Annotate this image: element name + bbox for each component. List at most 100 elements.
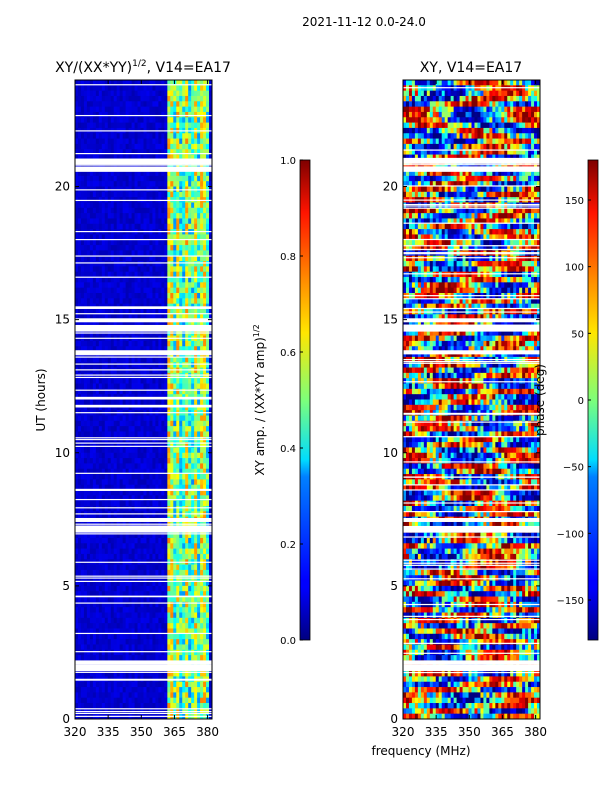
heatmap-cell [137,202,141,209]
heatmap-cell [161,431,165,438]
heatmap-cell [176,633,180,640]
heatmap-cell [146,585,150,592]
heatmap-cell [149,617,153,624]
heatmap-cell [173,293,177,299]
heatmap-cell [113,490,118,496]
heatmap-cell [122,537,127,544]
heatmap-cell [206,452,210,459]
heatmap-cell [92,218,97,225]
heatmap-cell [98,639,103,645]
heatmap-cell [131,639,135,645]
heatmap-cell [167,506,171,512]
heatmap-cell [179,239,183,246]
heatmap-cell [77,388,82,395]
heatmap-cell [197,250,201,257]
heatmap-cell [86,181,91,187]
heatmap-cell [158,122,162,129]
heatmap-cell [83,261,88,267]
heatmap-cell [149,287,153,294]
heatmap-cell [77,143,82,150]
heatmap-cell [194,80,198,86]
heatmap-cell [161,447,165,454]
heatmap-cell [176,612,180,619]
heatmap-cell [161,633,165,640]
heatmap-cell [101,548,106,555]
heatmap-cell [134,85,138,92]
heatmap-cell [209,553,212,560]
heatmap-cell [176,506,180,512]
heatmap-cell [92,202,97,209]
heatmap-cell [155,399,159,406]
heatmap-cell [203,452,207,459]
heatmap-cell [131,633,135,640]
heatmap-cell [188,282,192,289]
heatmap-cell [173,628,177,635]
heatmap-cell [200,154,204,161]
heatmap-cell [161,521,165,528]
heatmap-cell [131,277,135,283]
heatmap-cell [152,282,156,289]
heatmap-cell [86,138,91,145]
heatmap-cell [83,628,88,635]
heatmap-cell [80,404,85,411]
heatmap-cell [155,319,159,326]
heatmap-cell [188,271,192,278]
heatmap-cell [125,404,130,411]
heatmap-cell [161,612,165,619]
heatmap-cell [209,431,212,438]
heatmap-cell [188,639,192,645]
heatmap-cell [101,356,106,363]
heatmap-cell [173,234,177,241]
heatmap-cell [119,207,124,214]
heatmap-cell [179,175,183,182]
heatmap-cell [143,548,147,555]
heatmap-cell [137,154,141,161]
heatmap-cell [197,293,201,299]
heatmap-cell [185,154,189,161]
heatmap-cell [104,490,109,496]
heatmap-cell [158,106,162,113]
heatmap-cell [209,479,212,486]
heatmap-cell [122,484,127,491]
heatmap-cell [125,95,130,102]
heatmap-cell [107,149,112,155]
heatmap-cell [191,277,195,283]
heatmap-cell [185,383,189,390]
heatmap-cell [77,585,82,592]
heatmap-cell [92,639,97,645]
heatmap-cell [209,612,212,619]
heatmap-cell [77,277,82,283]
heatmap-cell [98,500,103,507]
heatmap-cell [143,569,147,576]
heatmap-cell [179,319,183,326]
heatmap-cell [182,484,186,491]
heatmap-cell [155,266,159,273]
heatmap-cell [131,356,135,363]
heatmap-cell [170,649,174,656]
heatmap-cell [98,218,103,225]
heatmap-cell [176,521,180,528]
heatmap-cell [110,239,115,246]
heatmap-cell [197,101,201,108]
heatmap-cell [77,617,82,624]
heatmap-cell [77,628,82,635]
heatmap-cell [170,404,174,411]
heatmap-cell [95,266,100,273]
heatmap-cell [143,346,147,352]
heatmap-cell [167,415,171,422]
heatmap-cell [104,580,109,587]
heatmap-cell [101,378,106,384]
heatmap-cell [173,537,177,544]
heatmap-cell [182,319,186,326]
heatmap-cell [143,388,147,395]
heatmap-cell [134,298,138,305]
heatmap-cell [155,532,159,539]
heatmap-cell [83,133,88,139]
heatmap-cell [128,287,132,294]
heatmap-cell [131,293,135,299]
heatmap-cell [194,644,198,651]
heatmap-cell [164,591,168,597]
heatmap-cell [188,564,192,571]
heatmap-cell [83,95,88,102]
heatmap-cell [143,111,147,118]
